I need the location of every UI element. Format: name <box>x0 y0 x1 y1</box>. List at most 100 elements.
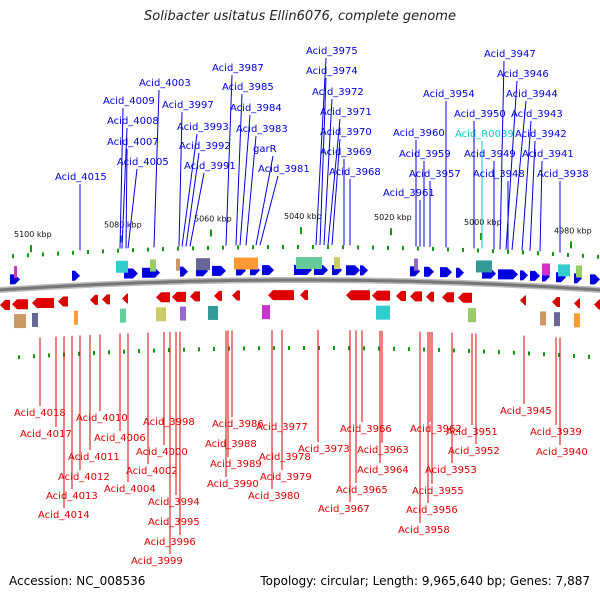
forward-gene-label: Acid_3959 <box>399 149 451 160</box>
forward-gene-label: Acid_3984 <box>230 103 282 114</box>
reverse-gene-arrow <box>90 294 98 305</box>
forward-gene-arrow <box>346 265 360 276</box>
scale-tick <box>210 229 212 237</box>
minor-tick-bottom <box>303 346 305 351</box>
reverse-gene-arrow <box>214 290 222 301</box>
forward-gene-label: Acid_3985 <box>222 82 274 93</box>
reverse-gene-arrow <box>0 300 10 310</box>
top-leader-line <box>153 89 160 248</box>
top-cog-box <box>150 259 156 272</box>
minor-tick-bottom <box>408 347 410 352</box>
reverse-gene-label: Acid_3980 <box>248 491 300 502</box>
top-leader-line <box>315 57 327 246</box>
forward-gene-label: Acid_3949 <box>464 149 516 160</box>
top-leader-line <box>323 98 333 246</box>
top-cog-box <box>558 264 570 277</box>
minor-tick-top <box>267 245 269 250</box>
minor-tick-top <box>72 250 74 255</box>
top-leader-line <box>499 60 505 250</box>
forward-gene-label: Acid_3981 <box>258 164 310 175</box>
minor-tick-top <box>507 249 509 254</box>
reverse-gene-label: Acid_3945 <box>500 406 552 417</box>
forward-gene-label: Acid_3969 <box>320 147 372 158</box>
top-leader-line <box>319 77 327 246</box>
scale-label: 5060 kbp <box>194 214 232 223</box>
top-cog-box <box>176 258 180 271</box>
topology-text: Topology: circular; Length: 9,965,640 bp… <box>260 574 590 588</box>
reverse-gene-label: Acid_3966 <box>340 424 392 435</box>
scale-label: 5000 kbp <box>464 218 502 227</box>
reverse-gene-arrow <box>156 292 170 303</box>
forward-gene-label: Acid_3944 <box>506 89 558 100</box>
top-cog-box <box>334 257 340 270</box>
reverse-gene-label: Acid_3965 <box>336 485 388 496</box>
top-cog-box <box>296 257 322 270</box>
forward-gene-label: garR <box>253 144 277 155</box>
minor-tick-bottom <box>228 346 230 351</box>
minor-tick-bottom <box>78 351 80 356</box>
reverse-gene-label: Acid_3962 <box>410 424 462 435</box>
minor-tick-bottom <box>48 353 50 358</box>
minor-tick-bottom <box>183 347 185 352</box>
reverse-gene-label: Acid_4010 <box>76 413 128 424</box>
reverse-gene-arrow <box>232 290 240 301</box>
bottom-cog-box <box>14 314 26 329</box>
reverse-gene-arrow <box>268 290 294 301</box>
top-leader-line <box>511 100 527 251</box>
top-leader-line <box>185 152 200 247</box>
reverse-gene-label: Acid_3953 <box>425 465 477 476</box>
reverse-gene-arrow <box>442 292 454 303</box>
minor-tick-bottom <box>528 351 530 356</box>
scale-tick <box>30 245 32 253</box>
bottom-cog-box <box>376 305 390 320</box>
minor-tick-top <box>177 246 179 251</box>
reverse-gene-label: Acid_3998 <box>143 417 195 428</box>
minor-tick-top <box>207 245 209 250</box>
top-leader-line <box>181 133 198 247</box>
top-leader-line <box>189 172 205 247</box>
forward-gene-label: Acid_3946 <box>497 69 549 80</box>
forward-gene-label: Acid_4005 <box>117 157 169 168</box>
reverse-gene-arrow <box>300 290 308 300</box>
minor-tick-bottom <box>438 347 440 352</box>
reverse-gene-label: Acid_4002 <box>126 466 178 477</box>
forward-gene-label: Acid_3948 <box>473 169 525 180</box>
scale-tick <box>390 228 392 236</box>
minor-tick-bottom <box>138 349 140 354</box>
minor-tick-top <box>282 245 284 250</box>
minor-tick-bottom <box>123 349 125 354</box>
forward-gene-label: Acid_4015 <box>55 172 107 183</box>
top-cog-box <box>196 258 210 271</box>
forward-gene-arrow <box>520 270 528 281</box>
minor-tick-top <box>567 252 569 257</box>
minor-tick-top <box>597 254 599 259</box>
forward-gene-label: Acid_3957 <box>409 169 461 180</box>
minor-tick-top <box>132 248 134 253</box>
forward-gene-arrow <box>212 265 226 276</box>
bottom-cog-box <box>156 307 166 322</box>
reverse-gene-label: Acid_3988 <box>205 439 257 450</box>
minor-tick-top <box>102 249 104 254</box>
reverse-gene-label: Acid_3990 <box>207 479 259 490</box>
minor-tick-bottom <box>378 346 380 351</box>
minor-tick-top <box>417 246 419 251</box>
scale-label: 5100 kbp <box>14 230 52 239</box>
reverse-gene-arrow <box>32 297 54 308</box>
top-leader-line <box>235 93 243 246</box>
reverse-gene-label: Acid_4014 <box>38 510 90 521</box>
minor-tick-bottom <box>453 348 455 353</box>
forward-gene-label: Acid_3971 <box>320 107 372 118</box>
minor-tick-bottom <box>258 346 260 351</box>
minor-tick-bottom <box>198 347 200 352</box>
minor-tick-top <box>522 250 524 255</box>
minor-tick-top <box>312 245 314 250</box>
reverse-gene-arrow <box>520 295 526 306</box>
minor-tick-top <box>537 251 539 256</box>
forward-gene-arrow <box>10 274 20 285</box>
forward-gene-label: Acid_3950 <box>454 109 506 120</box>
minor-tick-bottom <box>18 355 20 360</box>
reverse-gene-label: Acid_3979 <box>260 472 312 483</box>
reverse-gene-arrow <box>426 291 434 302</box>
bottom-cog-box <box>32 312 38 327</box>
